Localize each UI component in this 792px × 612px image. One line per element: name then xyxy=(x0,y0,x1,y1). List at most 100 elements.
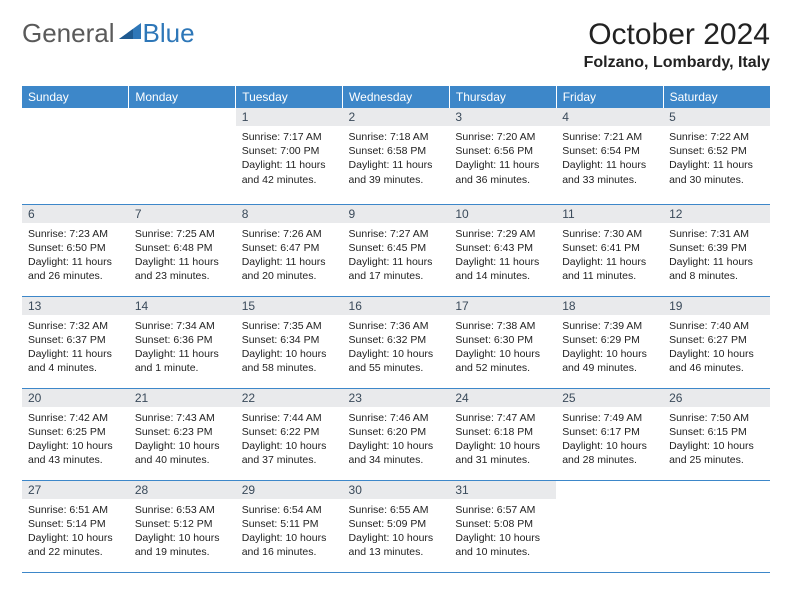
day-line: and 26 minutes. xyxy=(28,269,123,283)
day-line: Daylight: 10 hours xyxy=(669,347,764,361)
day-number: 29 xyxy=(236,481,343,499)
day-line: Sunrise: 7:38 AM xyxy=(455,319,550,333)
day-details: Sunrise: 7:32 AMSunset: 6:37 PMDaylight:… xyxy=(22,315,129,382)
day-details: Sunrise: 7:43 AMSunset: 6:23 PMDaylight:… xyxy=(129,407,236,474)
day-line: Daylight: 10 hours xyxy=(242,439,337,453)
day-line: Sunset: 6:32 PM xyxy=(349,333,444,347)
day-details: Sunrise: 7:36 AMSunset: 6:32 PMDaylight:… xyxy=(343,315,450,382)
calendar-week-row: 1Sunrise: 7:17 AMSunset: 7:00 PMDaylight… xyxy=(22,108,770,204)
day-line: Daylight: 11 hours xyxy=(28,255,123,269)
day-line: and 25 minutes. xyxy=(669,453,764,467)
day-details: Sunrise: 7:46 AMSunset: 6:20 PMDaylight:… xyxy=(343,407,450,474)
day-number: 24 xyxy=(449,389,556,407)
day-details: Sunrise: 6:53 AMSunset: 5:12 PMDaylight:… xyxy=(129,499,236,566)
calendar-day-cell: 27Sunrise: 6:51 AMSunset: 5:14 PMDayligh… xyxy=(22,480,129,572)
day-line: Sunset: 6:25 PM xyxy=(28,425,123,439)
day-line: Daylight: 11 hours xyxy=(455,158,550,172)
calendar-day-cell: 20Sunrise: 7:42 AMSunset: 6:25 PMDayligh… xyxy=(22,388,129,480)
day-line: Daylight: 11 hours xyxy=(349,158,444,172)
calendar-day-cell: 26Sunrise: 7:50 AMSunset: 6:15 PMDayligh… xyxy=(663,388,770,480)
calendar-day-cell xyxy=(663,480,770,572)
day-line: Daylight: 10 hours xyxy=(28,439,123,453)
day-line: Daylight: 11 hours xyxy=(455,255,550,269)
calendar-day-cell: 19Sunrise: 7:40 AMSunset: 6:27 PMDayligh… xyxy=(663,296,770,388)
day-line: Sunrise: 7:44 AM xyxy=(242,411,337,425)
weekday-header: Saturday xyxy=(663,86,770,108)
calendar-day-cell: 3Sunrise: 7:20 AMSunset: 6:56 PMDaylight… xyxy=(449,108,556,204)
day-number: 17 xyxy=(449,297,556,315)
calendar-day-cell: 28Sunrise: 6:53 AMSunset: 5:12 PMDayligh… xyxy=(129,480,236,572)
calendar-day-cell xyxy=(556,480,663,572)
day-line: Sunset: 6:58 PM xyxy=(349,144,444,158)
calendar-table: Sunday Monday Tuesday Wednesday Thursday… xyxy=(22,86,770,573)
day-line: and 23 minutes. xyxy=(135,269,230,283)
day-details: Sunrise: 7:34 AMSunset: 6:36 PMDaylight:… xyxy=(129,315,236,382)
day-line: and 39 minutes. xyxy=(349,173,444,187)
day-line: Sunset: 5:08 PM xyxy=(455,517,550,531)
day-line: and 52 minutes. xyxy=(455,361,550,375)
day-line: Daylight: 11 hours xyxy=(135,255,230,269)
day-line: and 11 minutes. xyxy=(562,269,657,283)
day-line: and 58 minutes. xyxy=(242,361,337,375)
day-details: Sunrise: 7:38 AMSunset: 6:30 PMDaylight:… xyxy=(449,315,556,382)
day-line: Daylight: 11 hours xyxy=(562,158,657,172)
day-line: Sunset: 6:36 PM xyxy=(135,333,230,347)
calendar-day-cell xyxy=(129,108,236,204)
day-line: and 22 minutes. xyxy=(28,545,123,559)
day-line: Sunrise: 6:51 AM xyxy=(28,503,123,517)
day-details: Sunrise: 6:55 AMSunset: 5:09 PMDaylight:… xyxy=(343,499,450,566)
day-line: Sunrise: 7:49 AM xyxy=(562,411,657,425)
day-line: Sunrise: 7:26 AM xyxy=(242,227,337,241)
day-details: Sunrise: 7:50 AMSunset: 6:15 PMDaylight:… xyxy=(663,407,770,474)
day-line: Sunrise: 7:39 AM xyxy=(562,319,657,333)
calendar-week-row: 27Sunrise: 6:51 AMSunset: 5:14 PMDayligh… xyxy=(22,480,770,572)
day-line: Sunset: 6:15 PM xyxy=(669,425,764,439)
calendar-day-cell: 8Sunrise: 7:26 AMSunset: 6:47 PMDaylight… xyxy=(236,204,343,296)
weekday-header: Monday xyxy=(129,86,236,108)
day-details: Sunrise: 7:27 AMSunset: 6:45 PMDaylight:… xyxy=(343,223,450,290)
day-details: Sunrise: 7:18 AMSunset: 6:58 PMDaylight:… xyxy=(343,126,450,193)
calendar-day-cell: 13Sunrise: 7:32 AMSunset: 6:37 PMDayligh… xyxy=(22,296,129,388)
weekday-header-row: Sunday Monday Tuesday Wednesday Thursday… xyxy=(22,86,770,108)
day-line: Sunrise: 7:27 AM xyxy=(349,227,444,241)
logo: General Blue xyxy=(22,18,195,49)
day-line: and 36 minutes. xyxy=(455,173,550,187)
day-line: and 33 minutes. xyxy=(562,173,657,187)
day-line: Daylight: 10 hours xyxy=(349,531,444,545)
day-number: 23 xyxy=(343,389,450,407)
day-line: Sunset: 6:52 PM xyxy=(669,144,764,158)
day-details: Sunrise: 7:39 AMSunset: 6:29 PMDaylight:… xyxy=(556,315,663,382)
weekday-header: Friday xyxy=(556,86,663,108)
day-line: Sunset: 5:09 PM xyxy=(349,517,444,531)
weekday-header: Wednesday xyxy=(343,86,450,108)
day-number: 2 xyxy=(343,108,450,126)
day-line: Sunset: 7:00 PM xyxy=(242,144,337,158)
day-details: Sunrise: 6:51 AMSunset: 5:14 PMDaylight:… xyxy=(22,499,129,566)
day-number: 12 xyxy=(663,205,770,223)
day-line: Sunset: 6:47 PM xyxy=(242,241,337,255)
day-line: Daylight: 11 hours xyxy=(242,158,337,172)
day-line: Sunset: 6:20 PM xyxy=(349,425,444,439)
day-line: Sunset: 6:34 PM xyxy=(242,333,337,347)
calendar-day-cell: 25Sunrise: 7:49 AMSunset: 6:17 PMDayligh… xyxy=(556,388,663,480)
day-line: Daylight: 10 hours xyxy=(349,439,444,453)
day-line: Sunrise: 6:55 AM xyxy=(349,503,444,517)
calendar-day-cell: 17Sunrise: 7:38 AMSunset: 6:30 PMDayligh… xyxy=(449,296,556,388)
day-number: 6 xyxy=(22,205,129,223)
calendar-day-cell: 16Sunrise: 7:36 AMSunset: 6:32 PMDayligh… xyxy=(343,296,450,388)
calendar-day-cell: 7Sunrise: 7:25 AMSunset: 6:48 PMDaylight… xyxy=(129,204,236,296)
day-line: Sunset: 5:11 PM xyxy=(242,517,337,531)
day-line: Sunrise: 7:47 AM xyxy=(455,411,550,425)
calendar-day-cell: 14Sunrise: 7:34 AMSunset: 6:36 PMDayligh… xyxy=(129,296,236,388)
day-number: 3 xyxy=(449,108,556,126)
day-line: Daylight: 11 hours xyxy=(562,255,657,269)
calendar-day-cell: 5Sunrise: 7:22 AMSunset: 6:52 PMDaylight… xyxy=(663,108,770,204)
day-details: Sunrise: 6:57 AMSunset: 5:08 PMDaylight:… xyxy=(449,499,556,566)
day-details: Sunrise: 7:23 AMSunset: 6:50 PMDaylight:… xyxy=(22,223,129,290)
day-line: and 43 minutes. xyxy=(28,453,123,467)
day-details: Sunrise: 7:42 AMSunset: 6:25 PMDaylight:… xyxy=(22,407,129,474)
calendar-day-cell: 2Sunrise: 7:18 AMSunset: 6:58 PMDaylight… xyxy=(343,108,450,204)
day-line: Daylight: 11 hours xyxy=(28,347,123,361)
day-line: and 16 minutes. xyxy=(242,545,337,559)
day-line: Sunset: 6:18 PM xyxy=(455,425,550,439)
